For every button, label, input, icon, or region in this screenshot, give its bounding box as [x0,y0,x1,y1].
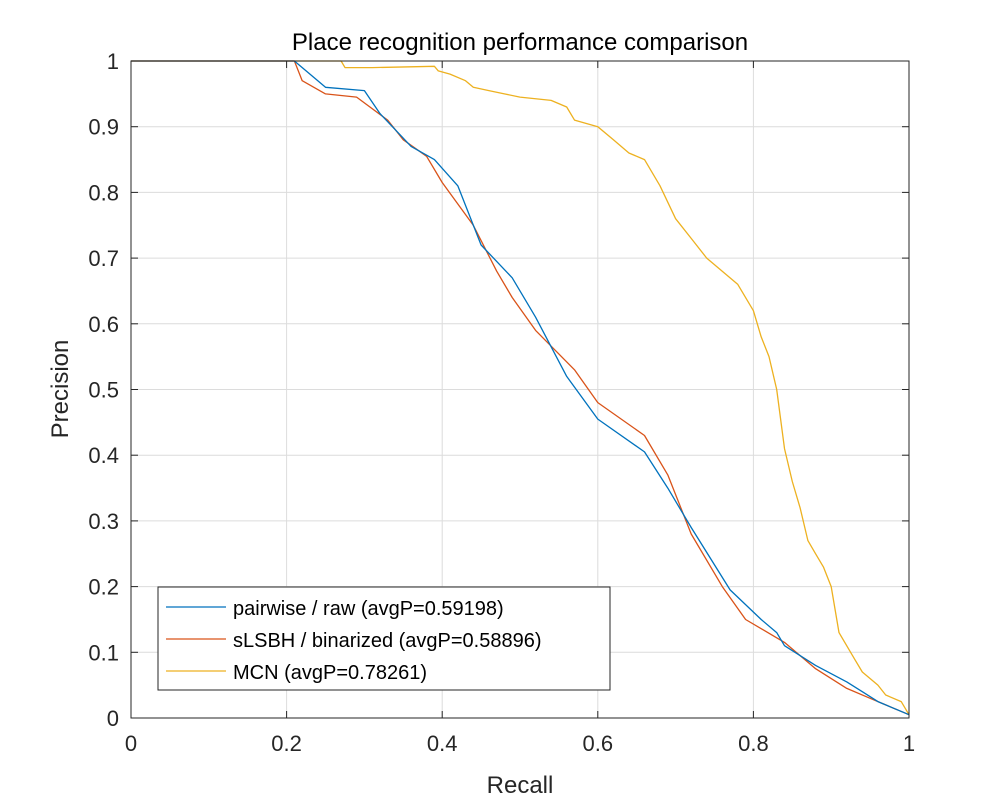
y-tick-label: 0.5 [88,378,119,403]
ticks: 0 0.2 0.4 0.6 0.8 1 0 0.1 0.2 0.3 0.4 0.5 0.6 0.7 0.8 0… [88,49,915,756]
legend-label-pairwise: pairwise / raw (avgP=0.59198) [233,598,504,620]
x-tick-label: 0.6 [583,731,614,756]
series-line-0 [131,60,910,716]
legend-label-mcn: MCN (avgP=0.78261) [233,662,427,684]
x-tick-label: 0.2 [271,731,302,756]
series-line-2 [131,60,910,716]
y-tick-label: 0.4 [88,443,119,468]
y-tick-label: 0.8 [88,180,119,205]
y-tick-label: 0.6 [88,312,119,337]
x-tick-label: 0.4 [427,731,458,756]
chart-title: Place recognition performance comparison [292,29,748,56]
x-tick-label: 1 [903,731,915,756]
y-tick-label: 0.3 [88,509,119,534]
series-layer [131,60,910,716]
y-axis-label: Precision [47,340,74,439]
x-axis-label: Recall [487,772,554,799]
series-line-1 [131,60,910,716]
y-tick-label: 0 [107,706,119,731]
legend-box [157,586,611,691]
y-tick-label: 0.2 [88,575,119,600]
x-tick-label: 0.8 [738,731,769,756]
legend-label-slsbh: sLSBH / binarized (avgP=0.58896) [233,630,542,652]
y-tick-label: 0.9 [88,115,119,140]
legend: pairwise / raw (avgP=0.59198) sLSBH / bi… [157,586,611,691]
y-tick-label: 1 [107,49,119,74]
y-tick-label: 0.7 [88,246,119,271]
x-tick-label: 0 [125,731,137,756]
y-tick-label: 0.1 [88,640,119,665]
